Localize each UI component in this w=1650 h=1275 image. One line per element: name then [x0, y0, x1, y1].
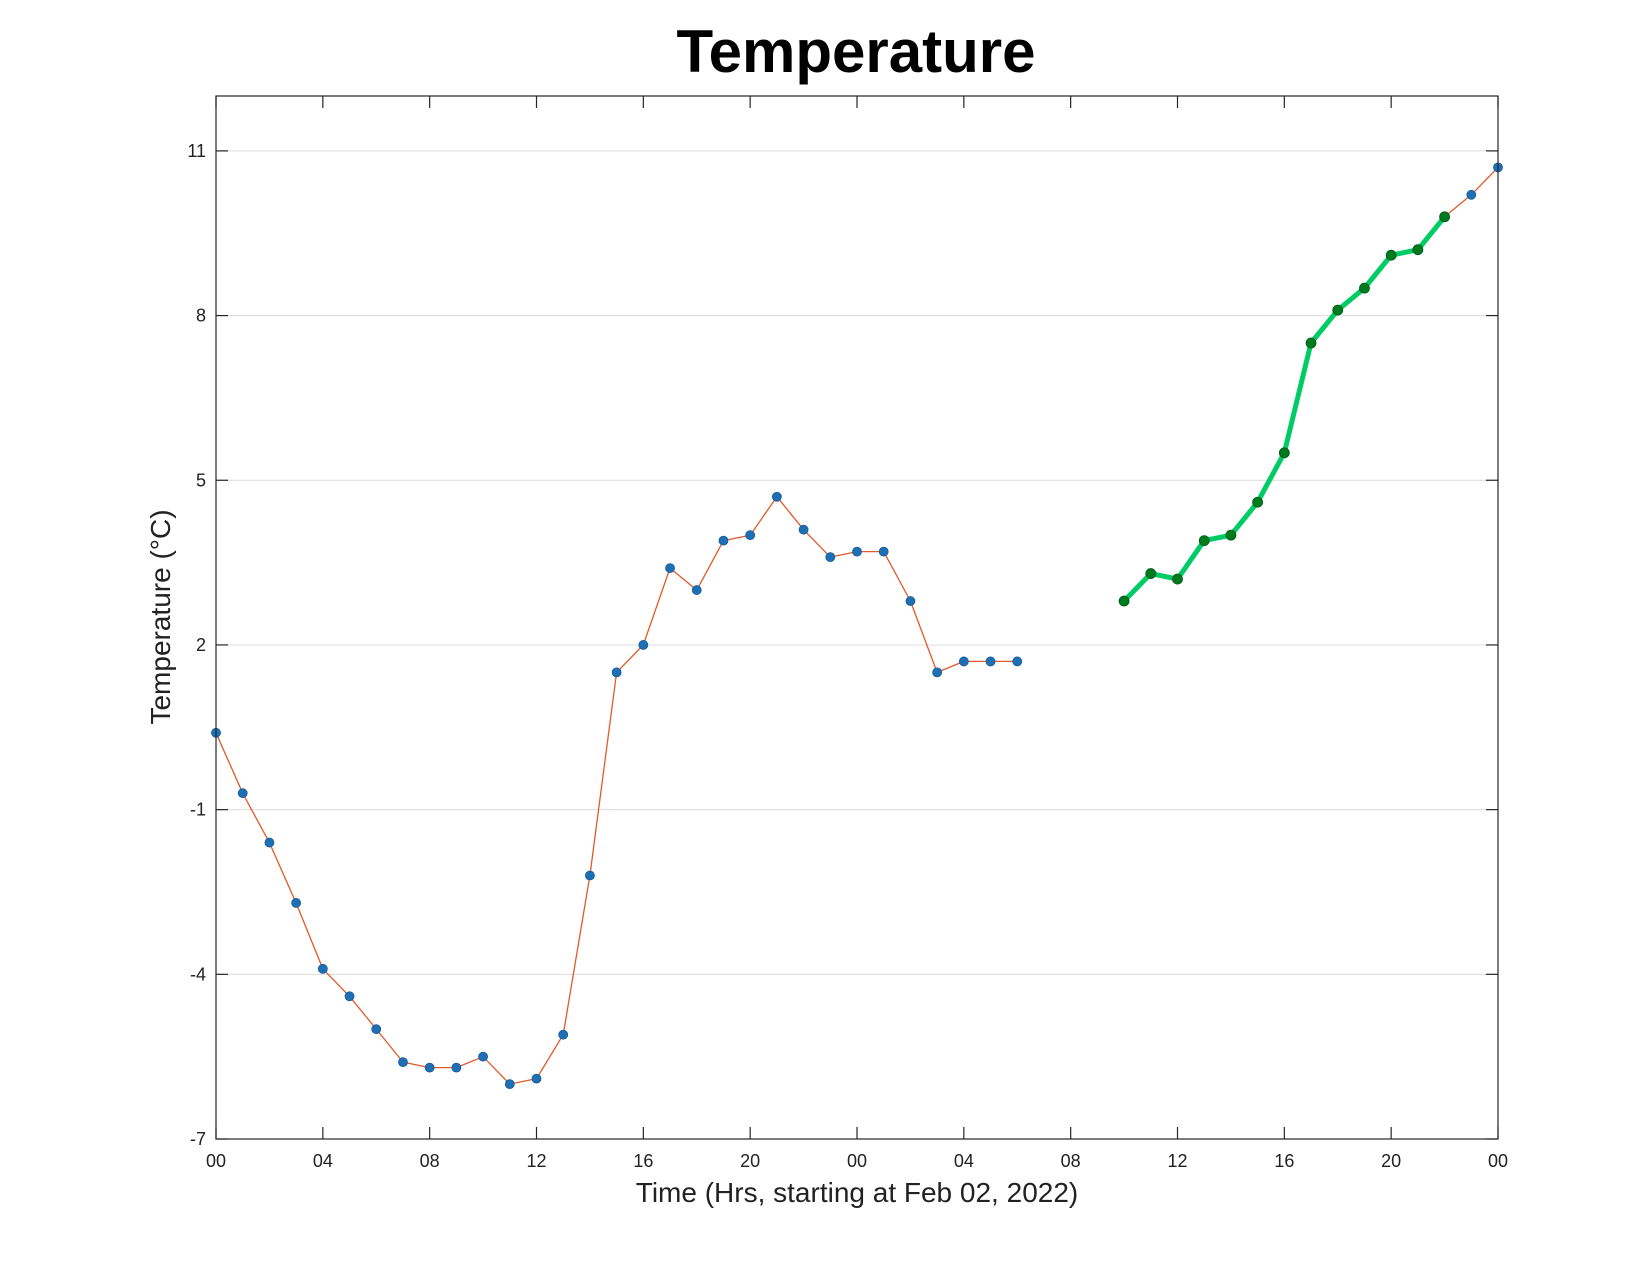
x-tick-label: 12 — [1167, 1151, 1187, 1171]
data-point — [718, 535, 729, 546]
data-point — [317, 963, 328, 974]
y-tick-label: 11 — [187, 141, 206, 161]
highlight-data-point — [1305, 337, 1317, 349]
data-point — [585, 870, 595, 881]
data-point — [344, 991, 355, 1002]
x-tick-label: 20 — [1381, 1151, 1401, 1171]
data-point — [932, 667, 943, 678]
x-tick-label: 16 — [633, 1151, 653, 1171]
y-tick-label: -1 — [190, 800, 206, 820]
highlight-data-point — [1172, 573, 1183, 585]
highlight-series-line — [1121, 214, 1448, 604]
x-tick-label: 00 — [1488, 1151, 1508, 1171]
data-point — [745, 530, 756, 541]
x-tick-label: 04 — [954, 1151, 974, 1171]
data-point — [558, 1029, 569, 1040]
y-tick-label: 8 — [196, 306, 206, 326]
highlight-data-point — [1198, 535, 1210, 547]
data-point — [264, 837, 275, 848]
data-point — [478, 1051, 488, 1062]
highlight-data-point — [1118, 595, 1130, 607]
x-axis-label: Time (Hrs, starting at Feb 02, 2022) — [636, 1177, 1078, 1208]
x-tick-label: 08 — [1061, 1151, 1081, 1171]
data-point — [1466, 189, 1477, 200]
data-point — [611, 667, 622, 678]
tick-layer: -7 -4 -1 2 5 8 11 00 04 08 12 16 20 00 04 08 12 16 20 00 — [187, 96, 1508, 1171]
y-tick-label: 2 — [196, 635, 206, 655]
y-tick-label: -7 — [190, 1129, 206, 1149]
x-tick-label: 04 — [313, 1151, 333, 1171]
highlight-data-point — [1359, 282, 1370, 294]
highlight-data-point — [1145, 568, 1157, 579]
y-tick-label: -4 — [190, 964, 206, 984]
x-tick-label: 00 — [847, 1151, 867, 1171]
data-point — [665, 563, 675, 573]
temperature-series-line — [215, 496, 1018, 1085]
x-tick-label: 00 — [206, 1151, 226, 1171]
grid-layer — [216, 150, 1498, 975]
data-point — [798, 524, 809, 535]
data-point — [905, 596, 916, 606]
highlight-data-point — [1385, 249, 1397, 261]
x-tick-label: 12 — [526, 1151, 546, 1171]
data-point — [878, 546, 889, 557]
data-point — [451, 1062, 462, 1073]
highlight-data-point — [1439, 211, 1450, 223]
data-point — [531, 1073, 542, 1084]
x-tick-label: 20 — [740, 1151, 760, 1171]
x-tick-label: 08 — [420, 1151, 440, 1171]
data-point — [691, 585, 702, 595]
highlight-data-point — [1332, 304, 1344, 316]
data-point — [825, 552, 836, 563]
chart-title: Temperature — [676, 18, 1035, 85]
data-point — [424, 1062, 435, 1073]
data-point — [371, 1024, 382, 1035]
y-tick-label: 5 — [196, 470, 206, 490]
series-layer — [211, 162, 1503, 1090]
plot-frame — [215, 95, 1499, 1140]
highlight-data-point — [1412, 244, 1424, 256]
data-point — [985, 656, 996, 667]
highlight-data-point — [1278, 447, 1290, 459]
data-point — [958, 656, 969, 667]
data-point — [504, 1079, 515, 1090]
x-tick-label: 16 — [1274, 1151, 1294, 1171]
data-point — [771, 491, 782, 502]
data-point — [638, 640, 649, 650]
data-point — [1012, 656, 1023, 667]
y-axis-label: Temperature (°C) — [145, 509, 176, 724]
highlight-data-point — [1252, 496, 1264, 508]
data-point — [291, 898, 302, 908]
data-point — [237, 788, 248, 799]
data-point — [852, 546, 862, 557]
data-point — [398, 1057, 408, 1068]
highlight-data-point — [1225, 529, 1237, 541]
